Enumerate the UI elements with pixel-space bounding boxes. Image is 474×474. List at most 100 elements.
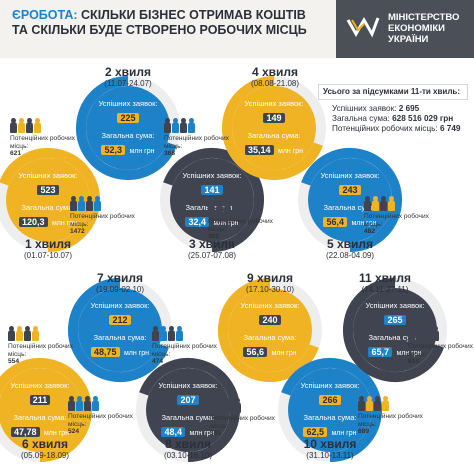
jobs-value: 482	[364, 228, 376, 235]
ring-arc	[139, 358, 240, 462]
sum-value: 32,4	[185, 217, 210, 227]
applications-label: Успішних заявок:	[98, 99, 158, 108]
sum-unit: млн грн	[51, 220, 77, 227]
wave-circle: Успішних заявок: 240 Загальна сума: 56,6 мл…	[214, 274, 326, 386]
applications-value: 265	[384, 315, 406, 325]
wave-circle: Успішних заявок: 225 Загальна сума: 52,3 мл…	[72, 72, 184, 184]
sum-label: Загальна сума:	[93, 333, 147, 342]
sum-unit: млн грн	[189, 430, 215, 437]
applications-value: 523	[37, 185, 59, 195]
sum-value: 56,6	[243, 347, 268, 357]
wave-ring	[68, 278, 172, 382]
jobs-block: Потенційних робочих місць: 368	[164, 118, 234, 158]
applications-label: Успішних заявок:	[18, 171, 78, 180]
sum-value: 62,5	[303, 427, 328, 437]
jobs-block: Потенційних робочих місць: 392	[208, 201, 278, 241]
people-icon	[68, 396, 138, 411]
wave-label: 4 хвиля (08.08-21.08)	[230, 66, 320, 89]
sum-value: 47,78	[10, 427, 40, 437]
jobs-block: Потенційних робочих місць: 621	[10, 118, 80, 158]
wave-dates: (17.10-30.10)	[245, 285, 295, 294]
wave-label: 5 хвиля (22.08-04.09)	[305, 238, 395, 261]
wave-dates: (05.09-18.09)	[20, 451, 70, 460]
jobs-block: Потенційних робочих місць: 474	[152, 326, 222, 366]
jobs-label: Потенційних робочих місць:	[10, 135, 75, 150]
jobs-block: Потенційних робочих місць: 524	[68, 396, 138, 436]
wave-circle: Успішних заявок: 523 Загальна сума: 120,3 м…	[0, 144, 104, 256]
jobs-label: Потенційних робочих місць:	[68, 413, 133, 428]
jobs-block: Потенційних робочих місць: 618	[408, 326, 474, 366]
wave-label: 6 хвиля (05.09-18.09)	[0, 438, 90, 461]
sum-label: Загальна сума:	[21, 203, 75, 212]
wave-label: 2 хвиля (11.07-24.07)	[83, 66, 173, 89]
sum-label: Загальна сума:	[161, 413, 215, 422]
sum-value: 120,3	[18, 217, 48, 227]
people-icon	[10, 118, 80, 133]
wave-dates: (01.07-10.07)	[23, 251, 73, 260]
jobs-label: Потенційних робочих місць:	[408, 343, 473, 358]
wave-label: 11 хвиля (14.11-27.11)	[340, 272, 430, 295]
jobs-label: Потенційних робочих місць:	[70, 213, 135, 228]
jobs-label: Потенційних робочих місць:	[164, 135, 229, 150]
applications-value: 149	[263, 113, 285, 123]
wave-dates: (31.10-13.11)	[306, 451, 354, 460]
wave-title: 9 хвиля	[246, 271, 294, 285]
wave-inner: Успішних заявок: 265 Загальна сума: 65,7 мл…	[353, 288, 437, 372]
jobs-value: 1472	[70, 228, 85, 235]
wave-label: 3 хвиля (25.07-07.08)	[167, 238, 257, 261]
sum-unit: млн грн	[277, 148, 303, 155]
summary-block: Усього за підсумками 11-ти хвиль: Успішн…	[318, 84, 468, 134]
wave-circle: Успішних заявок: 265 Загальна сума: 65,7 мл…	[339, 274, 451, 386]
wave-ring	[298, 148, 402, 252]
ring-arc	[222, 76, 323, 180]
jobs-block: Потенційних робочих місць: 554	[8, 326, 78, 366]
jobs-value: 392	[208, 233, 220, 240]
wave-title: 6 хвиля	[21, 437, 69, 451]
applications-label: Успішних заявок:	[240, 301, 300, 310]
sum-value: 35,14	[244, 145, 274, 155]
sum-label: Загальна сума:	[323, 203, 377, 212]
wave-title: 1 хвиля	[24, 237, 72, 251]
people-icon	[210, 398, 280, 413]
title-text: СКІЛЬКИ БІЗНЕС ОТРИМАВ КОШТІВ ТА СКІЛЬКИ…	[12, 8, 307, 37]
ministry-logo-icon	[346, 16, 380, 38]
people-icon	[358, 396, 428, 411]
applications-value: 240	[259, 315, 281, 325]
applications-value: 211	[29, 395, 51, 405]
applications-label: Успішних заявок:	[244, 99, 304, 108]
wave-ring	[343, 278, 447, 382]
sum-value: 48,4	[161, 427, 186, 437]
sum-unit: млн грн	[213, 220, 239, 227]
applications-value: 207	[177, 395, 199, 405]
ring-arc	[0, 358, 92, 462]
jobs-value: 585	[210, 430, 222, 437]
wave-dates: (11.07-24.07)	[104, 79, 152, 88]
jobs-value: 524	[68, 428, 80, 435]
sum-unit: млн грн	[271, 350, 297, 357]
wave-circle: Успішних заявок: 149 Загальна сума: 35,14 м…	[218, 72, 330, 184]
wave-inner: Успішних заявок: 266 Загальна сума: 62,5 мл…	[288, 368, 372, 452]
applications-label: Успішних заявок:	[300, 381, 360, 390]
wave-title: 3 хвиля	[188, 237, 236, 251]
applications-label: Успішних заявок:	[182, 171, 242, 180]
jobs-label: Потенційних робочих місць:	[208, 218, 273, 233]
sum-label: Загальна сума:	[247, 131, 301, 140]
people-icon	[408, 326, 474, 341]
wave-dates: (03.10-16.10)	[163, 451, 213, 460]
applications-label: Успішних заявок:	[10, 381, 70, 390]
applications-label: Успішних заявок:	[90, 301, 150, 310]
ring-arc	[68, 278, 169, 382]
applications-label: Успішних заявок:	[320, 171, 380, 180]
people-icon	[8, 326, 78, 341]
sum-value: 48,75	[90, 347, 120, 357]
ring-arc	[76, 76, 177, 180]
sum-label: Загальна сума:	[303, 413, 357, 422]
jobs-value: 621	[10, 150, 22, 157]
jobs-block: Потенційних робочих місць: 689	[358, 396, 428, 436]
ministry-line-3: УКРАЇНИ	[388, 34, 429, 45]
people-icon	[152, 326, 222, 341]
ring-arc	[301, 148, 402, 252]
summary-total: Загальна сума: 628 516 029 грн	[332, 114, 454, 123]
ring-arc	[281, 358, 382, 462]
